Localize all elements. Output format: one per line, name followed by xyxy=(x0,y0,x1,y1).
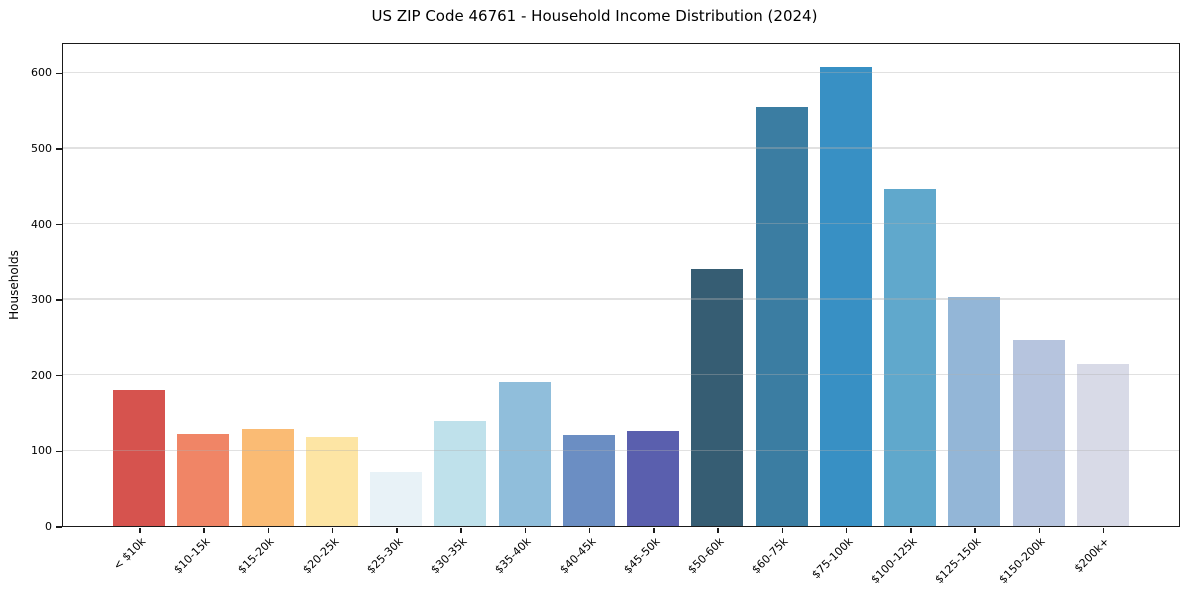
x-tick-mark xyxy=(203,528,205,533)
bar-8 xyxy=(562,434,615,526)
x-tick-label: $50-60k xyxy=(685,535,727,577)
x-tick-label: $20-25k xyxy=(299,535,342,577)
bar-slot: $40-45k xyxy=(557,44,621,576)
x-tick-label: $10-15k xyxy=(171,535,213,577)
bar-9 xyxy=(627,431,680,526)
x-tick-mark xyxy=(524,528,527,533)
y-tick-label: 500 xyxy=(31,141,52,155)
x-tick-label: < $10k xyxy=(110,535,149,573)
bar-16 xyxy=(1076,364,1129,526)
y-tick-label: 200 xyxy=(31,368,52,382)
x-tick-label: $200k+ xyxy=(1072,535,1113,576)
x-tick-label: $15-20k xyxy=(235,535,277,577)
x-tick-mark xyxy=(460,528,462,533)
x-tick-mark xyxy=(974,528,976,533)
x-tick-mark xyxy=(331,528,334,533)
x-tick-mark xyxy=(588,528,591,533)
x-tick-label: $35-40k xyxy=(492,535,534,577)
x-tick-mark xyxy=(267,528,270,533)
x-tick-label: $150-200k xyxy=(996,535,1048,587)
x-tick-label: $60-75k xyxy=(749,535,791,577)
bar-slot: $45-50k xyxy=(621,44,685,576)
x-tick-mark xyxy=(139,528,141,533)
bar-1 xyxy=(113,389,166,526)
bar-slot: $35-40k xyxy=(493,44,557,576)
x-tick-label: $40-45k xyxy=(556,535,599,577)
bar-6 xyxy=(434,421,487,526)
bars-container: < $10k $10-15k $15-20k $20-25k $25-30k $30-35… xyxy=(63,44,1179,586)
y-tick-mark xyxy=(56,72,62,74)
bar-slot: $60-75k xyxy=(750,44,814,576)
bar-slot: $30-35k xyxy=(428,44,492,576)
bar-slot: $100-125k xyxy=(868,44,942,586)
y-tick-label: 100 xyxy=(31,444,52,458)
bar-slot: $10-15k xyxy=(171,44,235,576)
y-tick-mark xyxy=(56,299,62,301)
bar-3 xyxy=(241,428,294,526)
bar-2 xyxy=(177,434,230,526)
bar-slot: $50-60k xyxy=(685,44,749,576)
x-tick-label: $45-50k xyxy=(621,535,663,577)
x-tick-mark xyxy=(396,528,398,533)
x-tick-mark xyxy=(653,528,655,533)
bar-slot: < $10k xyxy=(107,44,171,573)
y-tick-mark xyxy=(56,223,62,226)
bar-14 xyxy=(948,297,1001,526)
y-tick-label: 600 xyxy=(31,66,52,80)
y-tick-label: 300 xyxy=(31,293,52,307)
x-tick-label: $30-35k xyxy=(428,535,470,577)
bar-slot: $25-30k xyxy=(364,44,428,576)
bar-slot: $125-150k xyxy=(932,44,1006,586)
bar-slot: $15-20k xyxy=(236,44,300,576)
chart-title: US ZIP Code 46761 - Household Income Dis… xyxy=(371,7,818,25)
x-tick-mark xyxy=(717,528,719,533)
bar-11 xyxy=(755,107,808,526)
bar-10 xyxy=(691,269,744,526)
x-tick-label: $75-100k xyxy=(808,535,856,582)
bar-15 xyxy=(1012,339,1065,526)
bar-7 xyxy=(498,382,551,526)
bar-13 xyxy=(884,188,937,526)
bar-slot: $200k+ xyxy=(1071,44,1135,575)
x-tick-label: $100-125k xyxy=(868,535,920,587)
bar-slot: $20-25k xyxy=(300,44,364,576)
plot-area: < $10k $10-15k $15-20k $20-25k $25-30k $30-35… xyxy=(62,43,1180,586)
x-tick-mark xyxy=(910,528,912,533)
x-tick-label: $125-150k xyxy=(932,535,984,587)
bar-5 xyxy=(370,471,423,526)
bar-slot: $75-100k xyxy=(809,44,878,581)
x-tick-label: $25-30k xyxy=(364,535,406,577)
y-tick-mark xyxy=(56,526,62,528)
y-tick-label: 0 xyxy=(45,520,52,533)
y-tick-mark xyxy=(56,375,62,377)
bar-slot: $150-200k xyxy=(997,44,1071,586)
y-tick-mark xyxy=(56,450,62,453)
x-tick-mark xyxy=(1038,528,1041,533)
bar-4 xyxy=(305,437,358,526)
y-axis: 0 100 200 300 400 500 600 xyxy=(0,43,62,533)
x-tick-mark xyxy=(781,528,784,533)
x-tick-mark xyxy=(1102,528,1105,533)
y-tick-mark xyxy=(56,148,62,150)
bar-12 xyxy=(819,66,872,526)
y-tick-label: 400 xyxy=(31,217,52,231)
x-tick-mark xyxy=(845,528,848,533)
